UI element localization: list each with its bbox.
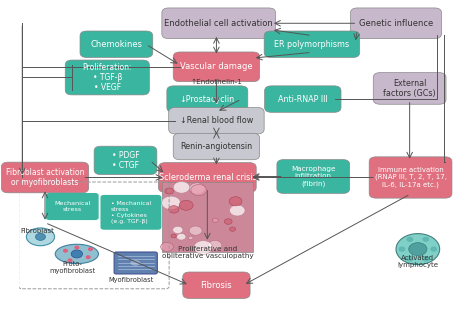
FancyBboxPatch shape <box>100 195 162 230</box>
Text: Anti-RNAP III: Anti-RNAP III <box>278 95 328 104</box>
Circle shape <box>64 249 67 252</box>
FancyBboxPatch shape <box>1 162 89 193</box>
FancyBboxPatch shape <box>374 73 446 104</box>
Text: Fibroblast activation
or myofibroblasts: Fibroblast activation or myofibroblasts <box>6 168 84 187</box>
Circle shape <box>162 196 181 210</box>
Circle shape <box>173 226 183 234</box>
Circle shape <box>407 257 412 261</box>
FancyBboxPatch shape <box>369 157 452 198</box>
FancyBboxPatch shape <box>173 52 260 82</box>
Text: Endothelial cell activation: Endothelial cell activation <box>164 19 273 28</box>
FancyBboxPatch shape <box>158 163 256 192</box>
Circle shape <box>173 181 190 193</box>
FancyBboxPatch shape <box>169 108 264 134</box>
Text: Immune activation
(RNAP III, T, 2, T, 17,
IL-6, IL-17a etc.): Immune activation (RNAP III, T, 2, T, 17… <box>374 167 447 188</box>
Text: Vascular damage: Vascular damage <box>180 62 253 71</box>
Text: Myofibroblast: Myofibroblast <box>109 277 154 283</box>
Text: ↓Renal blood flow: ↓Renal blood flow <box>180 116 253 125</box>
Ellipse shape <box>36 233 46 240</box>
Circle shape <box>229 205 245 216</box>
FancyBboxPatch shape <box>94 146 157 175</box>
Circle shape <box>208 240 222 250</box>
FancyBboxPatch shape <box>183 272 250 298</box>
FancyBboxPatch shape <box>80 31 153 57</box>
Circle shape <box>407 237 412 241</box>
Circle shape <box>177 234 186 240</box>
Circle shape <box>399 247 405 251</box>
Text: Proto-
myofibroblast: Proto- myofibroblast <box>49 261 95 274</box>
Ellipse shape <box>71 250 82 258</box>
Text: Fibrosis: Fibrosis <box>201 281 232 290</box>
Text: ↑Endothelin-1: ↑Endothelin-1 <box>191 79 242 85</box>
Circle shape <box>194 241 213 254</box>
FancyBboxPatch shape <box>114 252 157 274</box>
FancyBboxPatch shape <box>264 86 341 112</box>
Circle shape <box>423 257 428 261</box>
Text: ER polymorphisms: ER polymorphisms <box>274 40 349 49</box>
Circle shape <box>86 256 90 259</box>
FancyBboxPatch shape <box>162 8 275 39</box>
Circle shape <box>431 247 437 251</box>
Text: ↓Prostacyclin: ↓Prostacyclin <box>180 95 235 104</box>
Text: • PDGF
• CTGF: • PDGF • CTGF <box>112 151 139 170</box>
Circle shape <box>171 234 176 238</box>
FancyBboxPatch shape <box>46 193 99 220</box>
Circle shape <box>396 234 440 265</box>
Circle shape <box>89 248 92 250</box>
FancyBboxPatch shape <box>65 60 149 95</box>
FancyBboxPatch shape <box>351 8 441 39</box>
Circle shape <box>409 243 427 256</box>
Circle shape <box>68 259 72 262</box>
Circle shape <box>212 218 219 222</box>
Text: Fibroblast: Fibroblast <box>21 228 55 234</box>
Text: Scleroderma renal crisis: Scleroderma renal crisis <box>158 173 256 182</box>
Text: Renin-angiotensin: Renin-angiotensin <box>180 142 253 151</box>
Circle shape <box>179 200 193 210</box>
Ellipse shape <box>27 228 55 246</box>
Circle shape <box>161 242 173 251</box>
Text: Genetic influence: Genetic influence <box>359 19 433 28</box>
Ellipse shape <box>130 260 141 266</box>
FancyBboxPatch shape <box>264 31 360 57</box>
Circle shape <box>75 246 79 249</box>
Circle shape <box>188 236 193 240</box>
Text: • Mechanical
stress
• Cytokines
(e.g. TGF-β): • Mechanical stress • Cytokines (e.g. TG… <box>111 201 151 224</box>
Text: Mechanical
stress: Mechanical stress <box>54 201 91 212</box>
FancyBboxPatch shape <box>167 86 248 112</box>
FancyBboxPatch shape <box>277 160 350 193</box>
Circle shape <box>423 237 428 241</box>
Text: Chemokines: Chemokines <box>91 40 142 49</box>
Circle shape <box>229 197 242 206</box>
Text: Proliferative and
obliterative vasculopathy: Proliferative and obliterative vasculopa… <box>162 247 253 260</box>
Circle shape <box>169 206 179 213</box>
Bar <box>162 182 253 251</box>
Text: Activated
lymphocyte: Activated lymphocyte <box>397 255 438 268</box>
Ellipse shape <box>55 244 99 264</box>
FancyBboxPatch shape <box>173 133 260 160</box>
Text: Proliferation:
• TGF-β
• VEGF: Proliferation: • TGF-β • VEGF <box>82 63 132 92</box>
Text: External
factors (GCs): External factors (GCs) <box>383 79 436 98</box>
Circle shape <box>165 188 173 194</box>
Circle shape <box>224 219 232 224</box>
Text: Macrophage
infiltration
(fibrin): Macrophage infiltration (fibrin) <box>291 166 336 187</box>
Circle shape <box>229 227 236 231</box>
Circle shape <box>189 183 205 194</box>
Circle shape <box>189 226 202 235</box>
Circle shape <box>191 184 207 196</box>
